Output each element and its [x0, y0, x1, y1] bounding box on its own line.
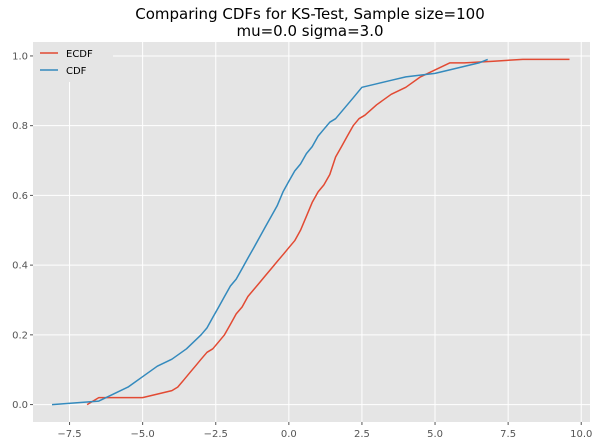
x-tick-label: 0.0 [281, 429, 297, 440]
grid-lines [33, 42, 590, 422]
y-tick-label: 1.0 [12, 51, 28, 62]
y-tick-label: 0.4 [12, 261, 28, 272]
y-axis: 0.0 0.2 0.4 0.6 0.8 1.0 [12, 51, 33, 411]
legend: ECDF CDF [33, 42, 113, 82]
legend-label-cdf: CDF [66, 66, 87, 77]
x-tick-label: 2.5 [354, 429, 370, 440]
x-tick-label: 5.0 [427, 429, 443, 440]
y-tick-label: 0.0 [12, 400, 28, 411]
chart-title: Comparing CDFs for KS-Test, Sample size=… [135, 5, 485, 23]
legend-label-ecdf: ECDF [66, 49, 93, 60]
chart-subtitle: mu=0.0 sigma=3.0 [236, 22, 383, 40]
x-tick-label: −7.5 [57, 429, 81, 440]
x-tick-label: −5.0 [130, 429, 154, 440]
legend-box [33, 42, 113, 82]
x-axis: −7.5 −5.0 −2.5 0.0 2.5 5.0 7.5 10.0 [57, 422, 592, 440]
y-tick-label: 0.8 [12, 121, 28, 132]
series-line-cdf [51, 58, 488, 406]
series-line-ecdf [86, 58, 570, 406]
x-tick-label: −2.5 [204, 429, 228, 440]
x-tick-label: 7.5 [500, 429, 516, 440]
series-layer [51, 58, 570, 406]
y-tick-label: 0.2 [12, 330, 28, 341]
x-tick-label: 10.0 [570, 429, 592, 440]
plot-area [33, 42, 590, 422]
y-tick-label: 0.6 [12, 191, 28, 202]
